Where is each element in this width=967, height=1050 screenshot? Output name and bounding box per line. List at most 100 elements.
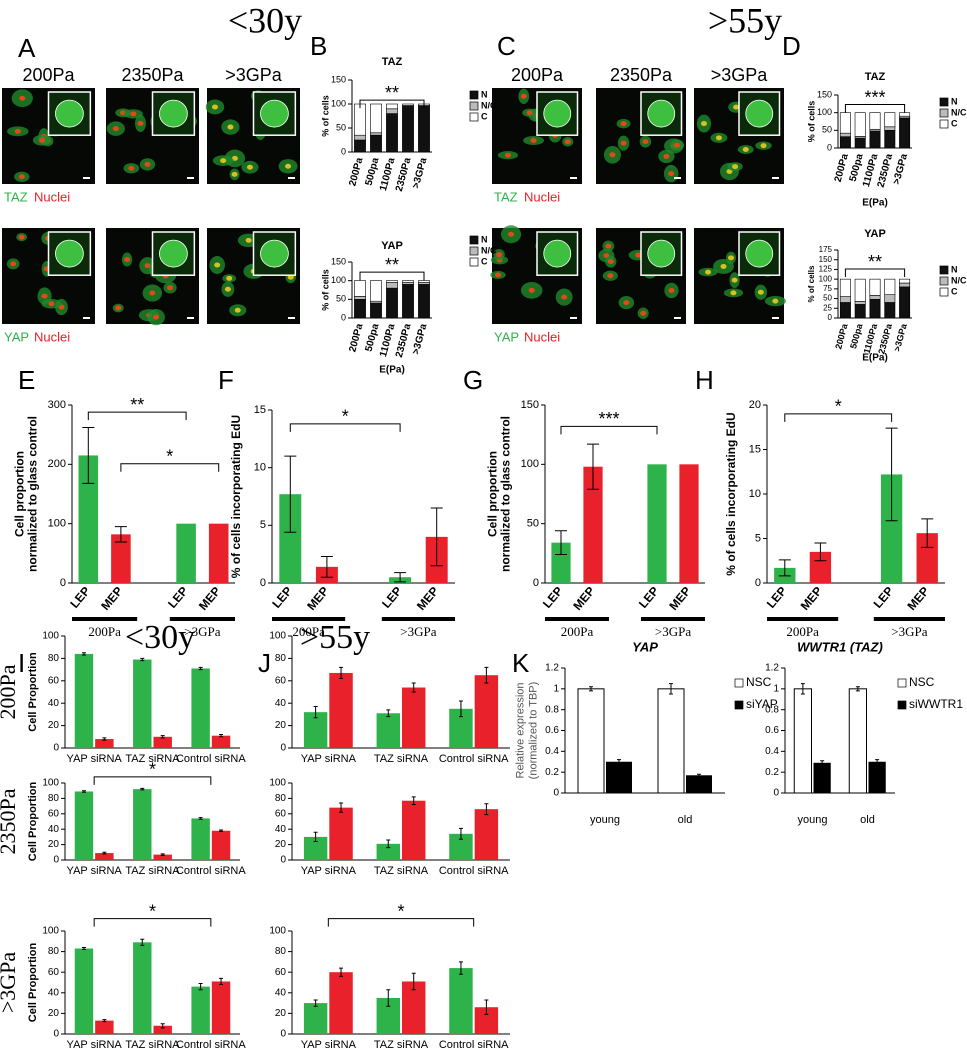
bar-segment [869,130,881,149]
y-tick-label: 40 [275,987,287,998]
y-tick-label: 40 [48,698,60,709]
nucleus [530,137,537,143]
nucleus [495,272,502,278]
y-axis-label: Cell Proportion [27,652,39,732]
inset-cell [745,99,774,128]
x-tick-label: >3GPa [411,156,430,190]
y-tick-label: 60 [275,808,287,819]
legend-label: N/C [951,107,967,117]
group-label: 200Pa [292,624,325,639]
stain-label: Nuclei [34,189,70,204]
chart-title: TAZ [865,71,886,83]
error-bar [484,803,489,816]
row-label: >3GPa [0,952,20,1014]
group-label: 200Pa [786,624,819,639]
bar-segment [354,299,366,319]
nucleus [115,305,122,311]
y-tick-label: 0.8 [545,704,559,715]
nucleus [211,104,218,110]
significance-bracket [93,776,212,785]
y-tick-label: 1 [773,683,779,694]
x-tick-label: young [590,814,620,826]
bar-segment [370,302,382,319]
error-bar [320,555,333,578]
bar [303,836,328,860]
inset-cell [745,239,774,268]
inset-cell [260,99,289,128]
nucleus [640,310,647,316]
bar [153,736,172,748]
bar-segment [884,302,896,319]
x-tick-label: MEP [414,584,441,613]
y-tick-label: 100 [521,458,539,470]
nucleus [149,290,156,296]
bar [657,688,685,794]
y-tick-label: 300 [48,399,66,411]
significance-label: * [835,397,842,417]
group-label: >3GPa [184,624,220,639]
y-tick-label: 100 [331,98,346,108]
chart-title: YAP [632,639,658,654]
error-bar [102,851,107,855]
x-tick-label: YAP siRNA [301,1039,357,1050]
bar [551,542,571,583]
error-bar [885,427,898,522]
y-tick-label: 0 [533,577,539,589]
y-tick-label: 10 [749,488,761,500]
y-tick-label: 100 [819,274,833,283]
heading: >55y [708,0,782,40]
legend-swatch [939,276,949,286]
x-tick-label: TAZ siRNA [125,865,180,877]
panel-letter: D [782,31,801,61]
y-tick-label: 40 [275,698,287,709]
bar-segment [354,103,366,136]
nucleus [705,269,712,275]
inset-cell [260,239,289,268]
y-tick-label: 100 [42,631,59,642]
error-bar [458,700,463,718]
bar-segment [418,280,430,283]
x-tick-label: Control siRNA [439,753,509,765]
legend-swatch [469,90,479,100]
y-tick-label: 0.4 [765,746,779,757]
bar [153,854,172,860]
column-label: >3GPa [225,65,283,85]
nucleus [620,140,627,146]
nucleus [715,135,722,141]
nucleus [234,307,241,313]
bar [809,551,832,583]
significance-bracket [844,104,906,113]
nucleus [48,301,55,307]
legend-label: C [481,256,488,266]
y-tick-label: 150 [521,399,539,411]
significance-label: ** [868,252,882,272]
group-label: >3GPa [400,624,436,639]
significance-label: ** [385,255,399,275]
legend-label: siWWTR1 [909,697,963,711]
chart-title: YAP [864,228,886,240]
error-bar [458,961,463,975]
bar [916,533,938,583]
bar [583,466,603,583]
bar [813,762,831,793]
nucleus [214,262,221,268]
bar-segment [370,280,382,302]
error-bar [140,657,145,662]
bar [176,523,196,583]
x-tick-label: YAP siRNA [301,865,357,877]
inset-cell [159,239,188,268]
error-bar [411,682,416,693]
legend-swatch [939,108,949,118]
x-tick-label: LEP [540,584,566,611]
x-tick-label: 200Pa [833,322,850,351]
bar-segment [884,126,896,131]
nucleus [668,171,675,177]
nucleus [663,153,670,159]
panel-letter: B [310,31,327,61]
legend-swatch [897,678,907,688]
y-tick-label: 0 [260,577,266,589]
y-tick-label: 20 [275,839,287,850]
y-tick-label: 80 [48,946,60,957]
bar [95,1020,114,1034]
nucleus [285,163,292,169]
